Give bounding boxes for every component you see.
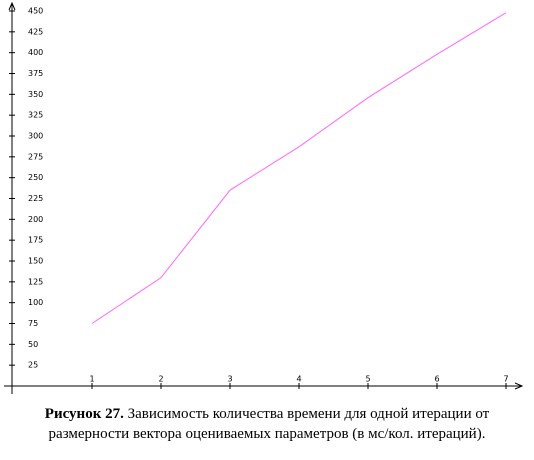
y-tick-label: 300 — [28, 132, 43, 141]
y-tick-label: 225 — [28, 194, 43, 203]
y-tick-label: 250 — [28, 173, 43, 182]
y-tick-label: 450 — [28, 7, 43, 16]
caption-text: Зависимость количества времени для одной… — [48, 406, 490, 442]
y-tick-label: 325 — [28, 111, 43, 120]
y-tick-label: 275 — [28, 152, 43, 161]
y-tick-label: 400 — [28, 48, 43, 57]
x-tick-label: 5 — [365, 375, 370, 384]
y-tick-label: 75 — [28, 319, 38, 328]
caption-label: Рисунок 27. — [44, 406, 124, 422]
x-tick-label: 1 — [89, 375, 94, 384]
data-line — [91, 12, 507, 324]
x-tick-label: 4 — [296, 375, 301, 384]
x-tick-label: 3 — [227, 375, 232, 384]
x-tick-label: 7 — [503, 375, 508, 384]
y-arrow — [8, 1, 16, 11]
chart: 2550751001251501752002252502753003253503… — [4, 1, 524, 394]
y-tick-label: 150 — [28, 257, 43, 266]
y-tick-label: 200 — [28, 215, 43, 224]
caption: Рисунок 27. Зависимость количества време… — [10, 404, 524, 444]
y-tick-label: 375 — [28, 69, 43, 78]
y-tick-label: 25 — [28, 361, 38, 370]
y-tick-label: 50 — [28, 340, 38, 349]
y-tick-label: 425 — [28, 27, 43, 36]
y-tick-label: 350 — [28, 90, 43, 99]
x-tick-label: 6 — [434, 375, 439, 384]
y-tick-label: 175 — [28, 236, 43, 245]
y-tick-label: 100 — [28, 298, 43, 307]
x-arrow — [514, 382, 524, 390]
x-tick-label: 2 — [158, 375, 163, 384]
y-tick-label: 125 — [28, 277, 43, 286]
